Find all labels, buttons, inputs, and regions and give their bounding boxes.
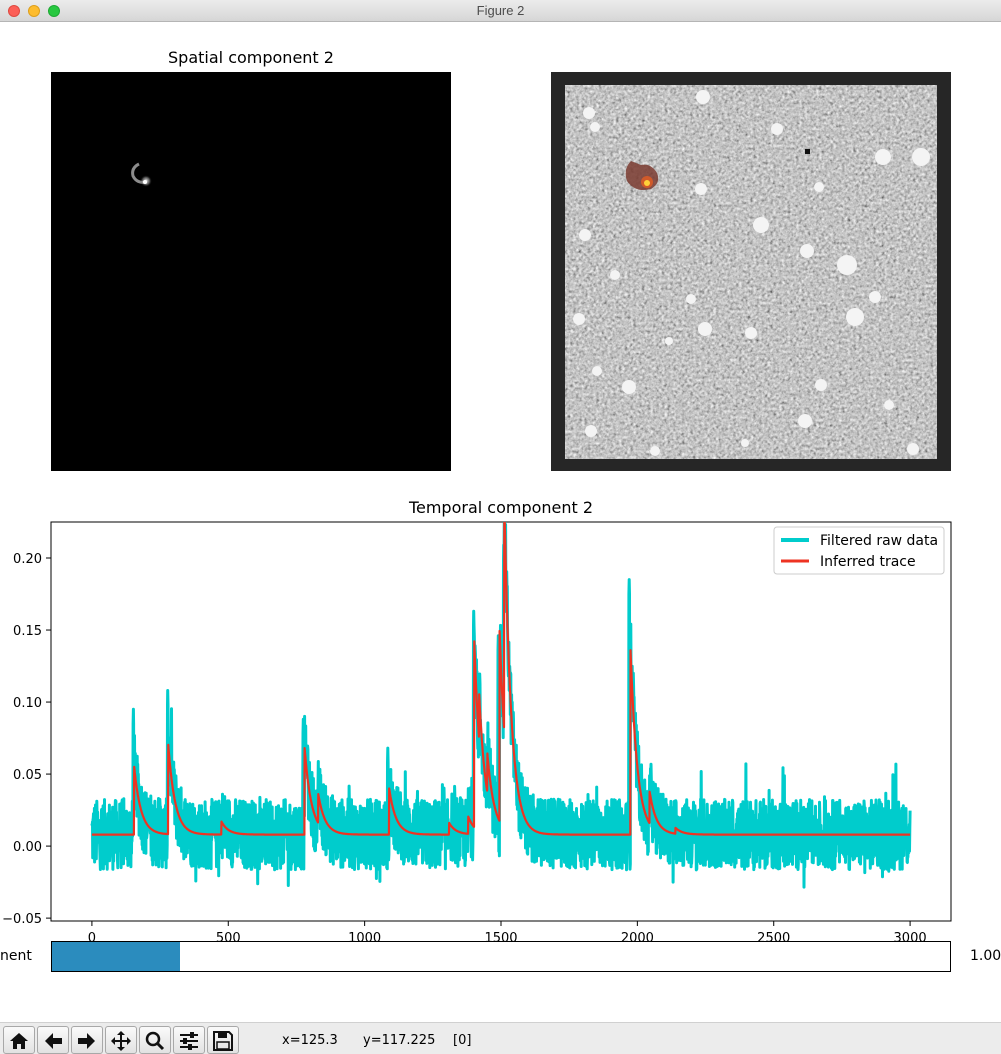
bright-spot — [875, 149, 891, 165]
bright-spot — [583, 107, 595, 119]
chart-legend: Filtered raw data Inferred trace — [773, 526, 945, 575]
spatial-overlay-image — [551, 72, 951, 471]
bright-spot — [686, 294, 696, 304]
bright-spot — [814, 182, 824, 192]
bright-spot — [798, 414, 812, 428]
y-tick-label: 0.10 — [13, 696, 42, 711]
window-titlebar: Figure 2 — [0, 0, 1001, 22]
pan-icon — [111, 1031, 131, 1051]
bright-spot — [753, 217, 769, 233]
bright-spot — [698, 322, 712, 336]
spatial-component-image — [51, 72, 451, 471]
maximize-window-button[interactable] — [48, 5, 60, 17]
legend-label-raw: Filtered raw data — [820, 533, 938, 549]
bright-spot — [884, 400, 894, 410]
back-button[interactable] — [37, 1026, 69, 1054]
slider-fill[interactable] — [52, 942, 181, 971]
slider-value: 1.00 — [970, 948, 1001, 964]
zoom-button[interactable] — [139, 1026, 171, 1054]
home-icon — [10, 1033, 28, 1049]
forward-button[interactable] — [71, 1026, 103, 1054]
save-icon — [213, 1031, 233, 1051]
bright-spot — [695, 183, 707, 195]
bright-spot — [869, 291, 881, 303]
bright-spot — [800, 244, 814, 258]
close-window-button[interactable] — [8, 5, 20, 17]
x-tick-label: 0 — [88, 931, 96, 946]
bright-spot — [745, 327, 757, 339]
minimize-window-button[interactable] — [28, 5, 40, 17]
bright-spot — [585, 425, 597, 437]
y-tick-label: 0.00 — [13, 840, 42, 855]
bright-spot — [741, 439, 749, 447]
component-slider[interactable] — [51, 941, 951, 972]
bright-spot — [696, 90, 710, 104]
navigation-toolbar: x=125.3 y=117.225 [0] — [0, 1022, 1001, 1054]
bright-spot — [907, 443, 919, 455]
bright-spot — [912, 148, 930, 166]
configure-icon — [180, 1032, 198, 1050]
x-coordinate-readout: x=125.3 — [282, 1033, 338, 1048]
bright-spot — [837, 255, 857, 275]
pan-button[interactable] — [105, 1026, 137, 1054]
bright-spot — [771, 123, 783, 135]
y-tick-label: 0.20 — [13, 552, 42, 567]
filtered-raw-data-series — [90, 522, 912, 889]
bright-spot — [592, 366, 602, 376]
spatial-footprint — [131, 162, 152, 187]
bright-spot — [590, 122, 600, 132]
home-button[interactable] — [3, 1026, 35, 1054]
back-arrow-icon — [45, 1033, 62, 1049]
bright-spot — [650, 446, 660, 456]
component-highlight — [625, 149, 810, 190]
pixel-value-readout: [0] — [453, 1033, 472, 1048]
window-title: Figure 2 — [476, 3, 525, 18]
forward-arrow-icon — [78, 1033, 95, 1049]
bright-spot — [622, 380, 636, 394]
y-tick-label: 0.05 — [13, 768, 42, 783]
y-coordinate-readout: y=117.225 — [363, 1033, 436, 1048]
zoom-icon — [145, 1031, 165, 1051]
temporal-component-title: Temporal component 2 — [408, 498, 594, 517]
bright-spot — [815, 379, 827, 391]
temporal-chart: −0.050.000.050.100.150.20 0 500 1000 1500 20… — [2, 521, 952, 946]
bright-spot — [579, 229, 591, 241]
inferred-trace-series — [91, 522, 911, 836]
mean-image-overlay — [565, 85, 937, 459]
bright-spot — [665, 337, 673, 345]
bright-spot — [846, 308, 864, 326]
y-tick-label: −0.05 — [2, 912, 42, 927]
bright-spot — [610, 270, 620, 280]
configure-subplots-button[interactable] — [173, 1026, 205, 1054]
figure-canvas[interactable]: Spatial component 2 — [0, 22, 1001, 1022]
save-button[interactable] — [207, 1026, 239, 1054]
bright-spot — [573, 313, 585, 325]
spatial-component-title: Spatial component 2 — [168, 48, 334, 67]
slider-label: nent — [0, 948, 32, 964]
legend-label-inferred: Inferred trace — [820, 554, 916, 570]
background-texture — [565, 85, 937, 459]
y-tick-label: 0.15 — [13, 624, 42, 639]
